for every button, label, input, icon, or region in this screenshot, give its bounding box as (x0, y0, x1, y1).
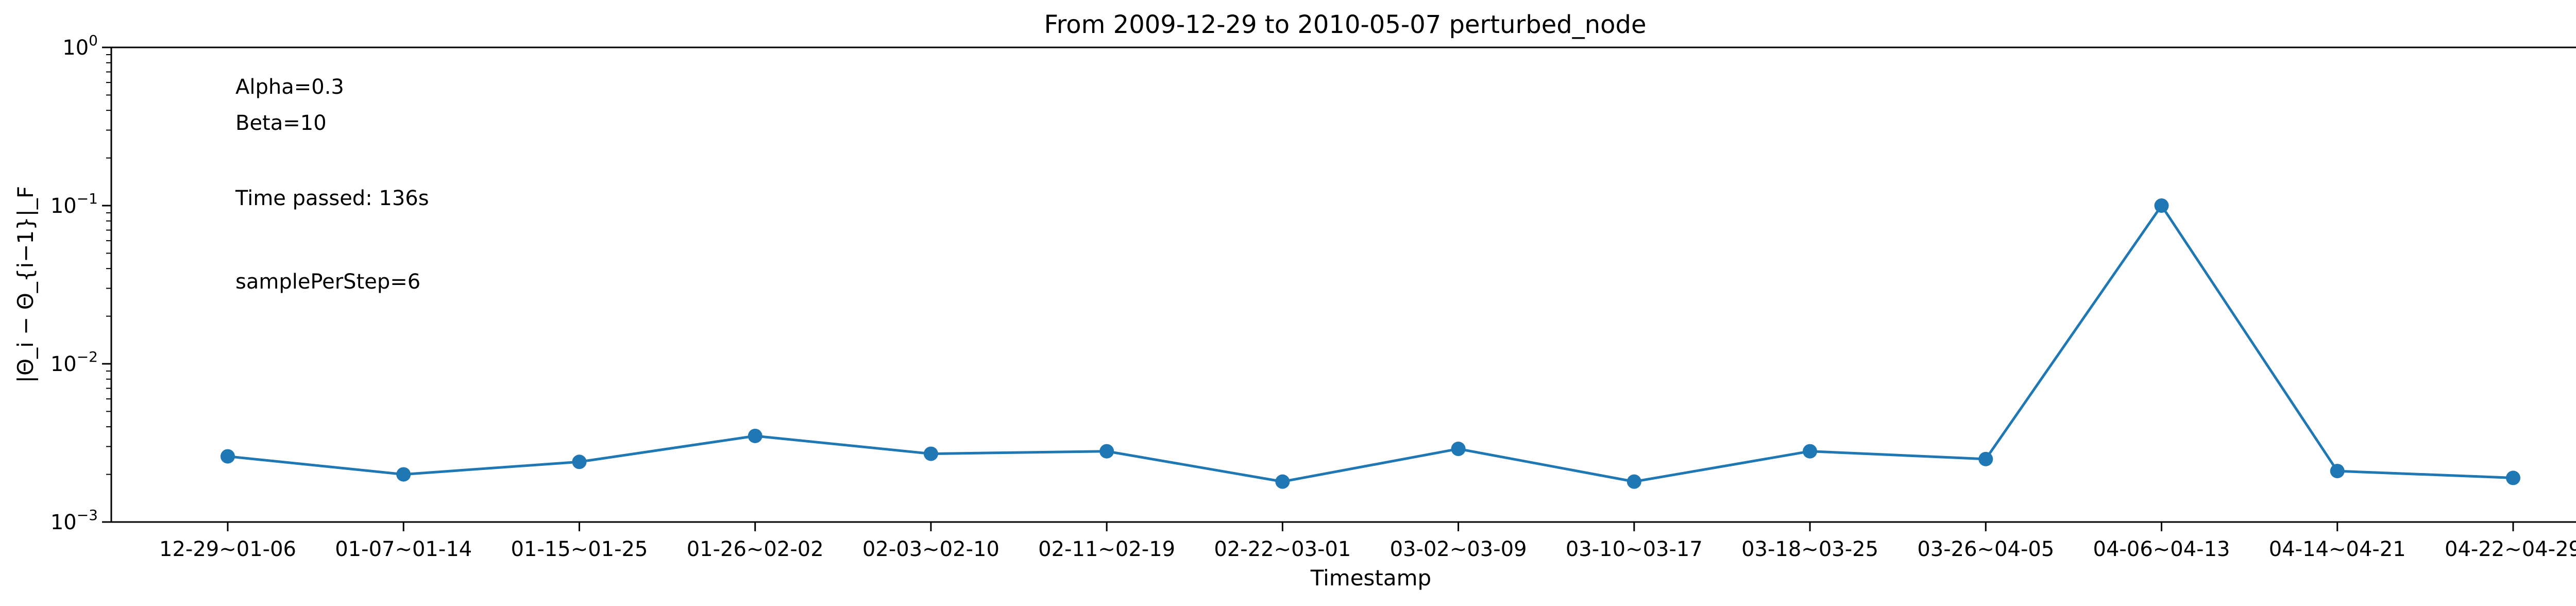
data-point (923, 446, 938, 461)
data-point (572, 454, 587, 469)
data-point (2330, 464, 2345, 479)
y-tick-label: 100 (62, 32, 98, 60)
y-axis-ticks: 10−3 10−2 10−1 100 (50, 32, 111, 534)
x-tick-label: 03-10~03-17 (1566, 537, 1703, 561)
data-point (748, 428, 762, 443)
x-tick-label: 04-14~04-21 (2269, 537, 2406, 561)
chart-title: From 2009-12-29 to 2010-05-07 perturbed_… (1044, 10, 1646, 39)
data-point (1275, 474, 1290, 489)
x-tick-label: 03-18~03-25 (1741, 537, 1878, 561)
y-axis-label: |Θ_i − Θ_{i−1}|_F (13, 186, 38, 383)
annotation-time-passed: Time passed: 136s (235, 187, 429, 210)
data-point (2154, 198, 2169, 213)
data-point (396, 467, 411, 482)
x-tick-label: 02-03~02-10 (862, 537, 999, 561)
data-point (2506, 470, 2520, 485)
series-line (227, 204, 2514, 483)
series-points (221, 198, 2520, 489)
data-point (1626, 474, 1641, 489)
data-point (1978, 451, 1993, 466)
x-tick-label: 02-11~02-19 (1038, 537, 1175, 561)
x-tick-label: 04-06~04-13 (2093, 537, 2230, 561)
x-axis-ticks: 12-29~01-06 01-07~01-14 01-15~01-25 01-26~0… (159, 522, 2576, 561)
x-tick-label: 03-02~03-09 (1390, 537, 1527, 561)
data-point (221, 449, 235, 464)
annotation-alpha: Alpha=0.3 (235, 75, 344, 99)
x-axis-label: Timestamp (1310, 565, 1431, 591)
y-tick-label: 10−3 (50, 507, 98, 534)
y-tick-label: 10−1 (50, 190, 98, 218)
data-point (1451, 442, 1466, 457)
x-tick-label: 01-26~02-02 (687, 537, 824, 561)
data-point (1099, 444, 1114, 459)
x-tick-label: 02-22~03-01 (1214, 537, 1351, 561)
y-tick-label: 10−2 (50, 348, 98, 376)
x-tick-label: 01-07~01-14 (335, 537, 472, 561)
x-tick-label: 01-15~01-25 (511, 537, 648, 561)
plot-frame (110, 46, 2576, 523)
annotation-sample-per-step: samplePerStep=6 (235, 270, 420, 294)
x-tick-label: 12-29~01-06 (159, 537, 296, 561)
annotation-beta: Beta=10 (235, 111, 327, 135)
x-tick-label: 04-22~04-29 (2445, 537, 2576, 561)
data-point (1803, 444, 1818, 459)
x-tick-label: 03-26~04-05 (1917, 537, 2054, 561)
